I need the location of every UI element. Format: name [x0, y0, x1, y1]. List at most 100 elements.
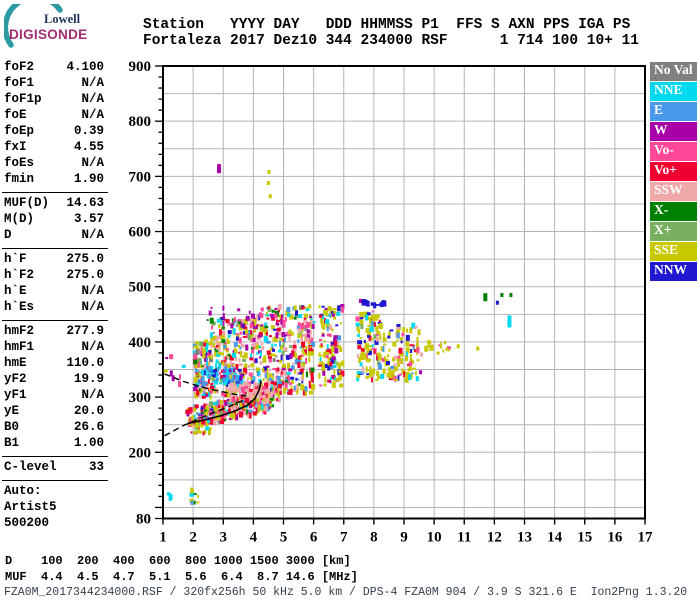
echo-point — [248, 310, 251, 314]
echo-point — [264, 329, 268, 336]
x-tick-label: 9 — [400, 530, 408, 546]
echo-point — [266, 317, 270, 320]
echo-point — [239, 331, 243, 335]
echo-point — [336, 361, 340, 366]
param-label: Auto: — [4, 484, 42, 498]
echo-point — [409, 353, 412, 360]
echo-point — [209, 394, 212, 400]
echo-point — [396, 323, 401, 327]
echo-point — [321, 331, 324, 334]
echo-point — [323, 340, 326, 343]
echo-point — [206, 415, 209, 419]
echo-point — [247, 413, 250, 418]
echo-point — [280, 370, 285, 375]
echo-point — [275, 390, 280, 396]
echo-point — [375, 336, 379, 342]
echo-point — [361, 353, 366, 359]
echo-point — [238, 357, 241, 362]
echo-point — [300, 356, 303, 360]
file-info-line: FZA0M_2017344234000.RSF / 320fx256h 50 k… — [4, 586, 688, 599]
echo-point — [264, 410, 267, 415]
echo-point — [257, 404, 260, 410]
echo-point — [188, 407, 193, 413]
echo-point — [322, 315, 325, 320]
echo-point — [200, 407, 204, 412]
echo-point — [278, 391, 282, 396]
echo-point — [244, 405, 248, 409]
echo-point — [272, 353, 276, 357]
echo-point — [281, 380, 285, 385]
echo-point — [365, 358, 370, 361]
y-tick-label: 80 — [136, 512, 151, 528]
echo-point — [213, 419, 217, 425]
echo-point — [299, 368, 304, 375]
echo-point — [335, 324, 339, 327]
echo-point — [325, 323, 330, 328]
echo-point — [202, 381, 207, 384]
echo-point — [321, 305, 325, 308]
param-value: 275.0 — [66, 252, 104, 266]
param-row-auto: Auto: — [4, 484, 104, 500]
echo-point — [194, 364, 199, 369]
echo-point — [404, 376, 408, 383]
echo-point — [333, 338, 337, 343]
echo-point — [298, 382, 301, 386]
echo-point — [333, 370, 336, 376]
echo-point — [215, 417, 219, 423]
echo-point — [255, 397, 260, 404]
echo-point — [277, 332, 282, 336]
param-row-yf2: yF2 19.9 — [4, 372, 104, 388]
echo-point — [300, 332, 303, 338]
echo-point — [262, 394, 266, 399]
param-row-foe: foE N/A — [4, 108, 104, 124]
echo-point — [236, 382, 240, 388]
echo-point — [409, 327, 413, 334]
echo-point — [401, 368, 404, 374]
echo-point — [291, 350, 296, 357]
param-label: B1 — [4, 436, 20, 450]
echo-point — [259, 356, 262, 359]
echo-point — [215, 342, 220, 346]
echo-point — [309, 381, 312, 384]
echo-point — [244, 363, 248, 368]
echo-point — [198, 391, 202, 394]
echo-point — [219, 400, 223, 405]
echo-point — [228, 418, 232, 421]
echo-point — [341, 360, 345, 367]
echo-point — [358, 329, 361, 334]
echo-point — [249, 403, 253, 409]
echo-point — [249, 389, 254, 393]
echo-point — [289, 353, 293, 360]
echo-point — [271, 316, 276, 321]
echo-point — [242, 367, 247, 373]
echo-point — [229, 361, 233, 366]
echo-point — [278, 360, 282, 364]
echo-point — [241, 355, 245, 359]
echo-point — [293, 305, 297, 311]
legend-item-noval: No Val — [650, 62, 697, 81]
echo-point — [323, 309, 328, 315]
echo-point — [223, 341, 227, 345]
echo-point — [276, 367, 280, 372]
echo-point — [204, 343, 209, 349]
echo-point — [393, 375, 397, 382]
echo-point — [226, 398, 230, 401]
echo-point — [226, 323, 231, 326]
echo-point — [286, 377, 289, 380]
echo-point — [325, 319, 330, 325]
echo-point — [278, 379, 283, 385]
echo-point — [276, 323, 279, 327]
echo-point — [380, 373, 385, 379]
echo-point — [271, 348, 275, 352]
echo-point — [260, 383, 264, 390]
echo-point — [206, 357, 209, 363]
echo-point — [323, 383, 327, 387]
echo-point — [201, 347, 206, 354]
echo-point — [284, 316, 287, 322]
echo-point — [372, 316, 376, 321]
echo-point — [215, 349, 219, 352]
echo-point — [257, 374, 261, 377]
echo-point — [226, 339, 230, 344]
echo-point — [223, 400, 228, 407]
echo-point — [368, 335, 372, 341]
